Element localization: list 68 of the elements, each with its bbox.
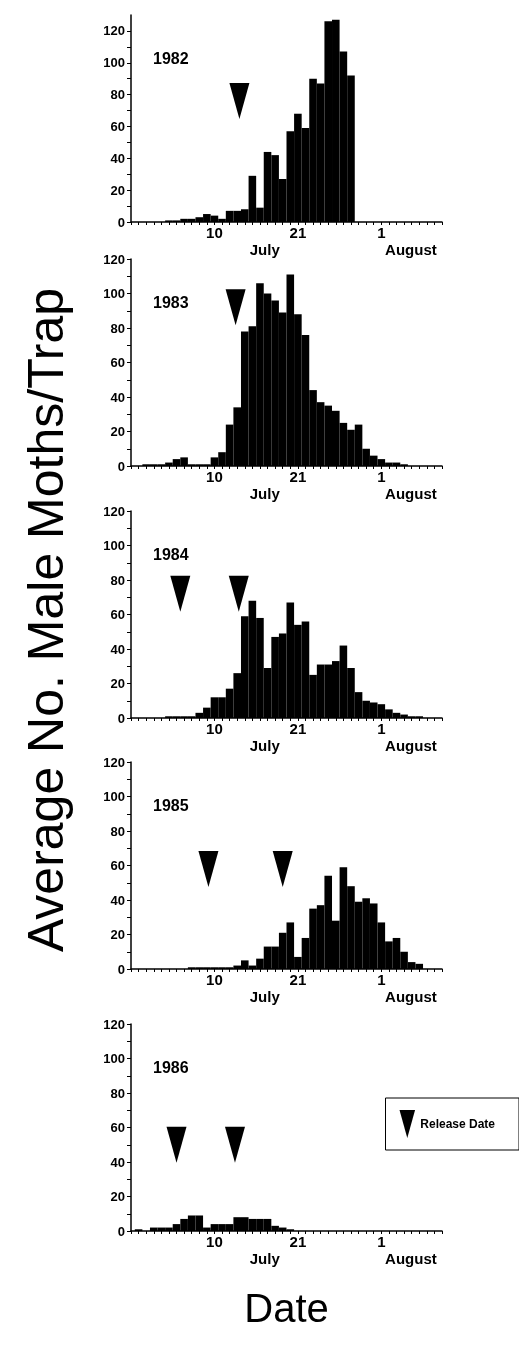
text: 1982 bbox=[153, 49, 189, 67]
x-tick-label: 10 bbox=[206, 720, 223, 737]
legend-label: Release Date bbox=[420, 1117, 496, 1131]
y-tick-label: 0 bbox=[117, 458, 125, 474]
y-tick-label: 80 bbox=[110, 320, 125, 336]
y-tick-label: 40 bbox=[110, 641, 125, 657]
x-tick-label: 10 bbox=[206, 971, 223, 988]
y-tick-label: 20 bbox=[110, 1189, 125, 1204]
y-tick-label: 120 bbox=[103, 1016, 125, 1032]
y-tick-label: 60 bbox=[110, 607, 125, 622]
y-tick-label: 80 bbox=[110, 1085, 125, 1101]
text: July bbox=[249, 241, 281, 258]
y-tick-label: 80 bbox=[110, 823, 125, 839]
y-tick-label: 100 bbox=[103, 789, 125, 804]
x-tick-label: 1 bbox=[377, 971, 386, 988]
text: August bbox=[385, 737, 437, 754]
x-tick-label: 21 bbox=[289, 1233, 307, 1250]
y-tick-label: 20 bbox=[110, 424, 125, 439]
y-tick-label: 0 bbox=[117, 961, 125, 977]
x-tick-label: 1 bbox=[377, 1233, 386, 1250]
y-tick-label: 100 bbox=[103, 55, 125, 71]
text: July bbox=[249, 988, 281, 1005]
text: 1986 bbox=[153, 1058, 189, 1076]
y-tick-label: 120 bbox=[103, 23, 125, 39]
text: July bbox=[249, 485, 281, 502]
text: August bbox=[385, 1250, 437, 1267]
y-tick-label: 40 bbox=[110, 150, 125, 166]
x-tick-label: 21 bbox=[289, 971, 307, 988]
x-tick-label: 21 bbox=[289, 468, 307, 485]
y-tick-label: 0 bbox=[117, 214, 125, 230]
y-tick-label: 120 bbox=[103, 251, 125, 267]
y-tick-label: 80 bbox=[110, 572, 125, 588]
y-tick-label: 60 bbox=[110, 355, 125, 370]
y-tick-label: 100 bbox=[103, 538, 125, 553]
y-tick-label: 60 bbox=[110, 118, 125, 134]
y-tick-label: 80 bbox=[110, 87, 125, 103]
y-tick-label: 60 bbox=[110, 858, 125, 873]
text: August bbox=[385, 485, 437, 502]
y-tick-label: 40 bbox=[110, 892, 125, 908]
y-tick-label: 100 bbox=[103, 1051, 125, 1066]
text: August bbox=[385, 988, 437, 1005]
x-tick-label: 21 bbox=[289, 720, 307, 737]
text: 1985 bbox=[153, 796, 189, 814]
x-tick-label: 1 bbox=[377, 224, 386, 241]
y-tick-label: 0 bbox=[117, 710, 125, 726]
x-tick-label: 21 bbox=[289, 224, 307, 241]
y-tick-label: 120 bbox=[103, 503, 125, 519]
text: July bbox=[249, 1250, 281, 1267]
x-tick-label: 1 bbox=[377, 720, 386, 737]
y-tick-label: 20 bbox=[110, 676, 125, 691]
text: 1984 bbox=[153, 545, 189, 563]
text: 1983 bbox=[153, 293, 189, 311]
y-tick-label: 120 bbox=[103, 754, 125, 770]
x-tick-label: 10 bbox=[206, 468, 223, 485]
x-tick-label: 10 bbox=[206, 1233, 223, 1250]
text: August bbox=[385, 241, 437, 258]
y-tick-label: 60 bbox=[110, 1120, 125, 1135]
y-tick-label: 20 bbox=[110, 927, 125, 942]
x-tick-label: 10 bbox=[206, 224, 223, 241]
x-axis-title: Date bbox=[244, 1286, 329, 1330]
y-axis-title: Average No. Male Moths/Trap bbox=[17, 287, 75, 953]
y-tick-label: 100 bbox=[103, 286, 125, 301]
text: July bbox=[249, 737, 281, 754]
y-tick-label: 40 bbox=[110, 1154, 125, 1170]
y-tick-label: 40 bbox=[110, 389, 125, 405]
y-tick-label: 0 bbox=[117, 1223, 125, 1239]
x-tick-label: 1 bbox=[377, 468, 386, 485]
y-tick-label: 20 bbox=[110, 182, 125, 198]
